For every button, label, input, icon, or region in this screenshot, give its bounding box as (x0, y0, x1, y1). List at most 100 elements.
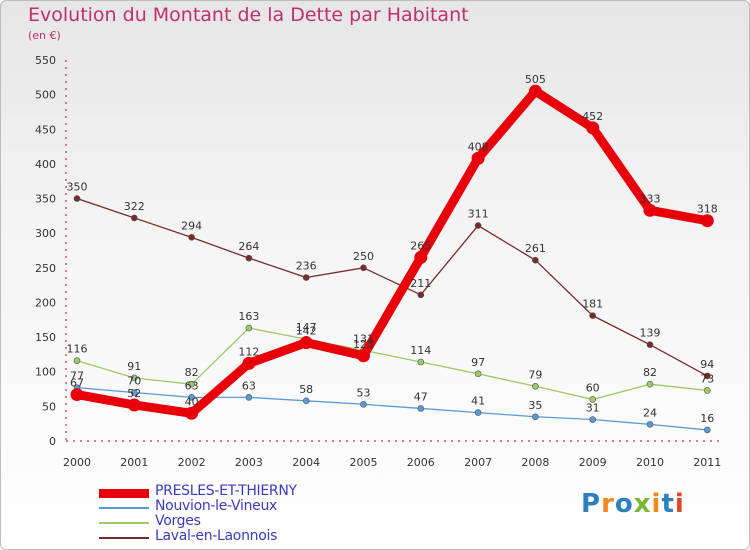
y-tick-label: 150 (35, 331, 56, 344)
data-label: 311 (468, 208, 489, 221)
data-point (586, 121, 600, 135)
x-tick-label: 2007 (464, 456, 492, 469)
data-point (532, 382, 539, 390)
y-tick-label: 350 (35, 193, 56, 206)
y-tick-label: 500 (35, 89, 56, 102)
data-point (417, 291, 425, 299)
data-point (360, 264, 367, 272)
data-point (127, 398, 141, 412)
data-label: 211 (410, 277, 431, 290)
data-point (360, 400, 367, 408)
data-point (131, 374, 138, 382)
data-label: 77 (70, 370, 84, 383)
series-line (76, 86, 709, 418)
data-point (589, 416, 597, 423)
x-tick-label: 2008 (521, 456, 549, 469)
logo-letter: x (633, 489, 652, 519)
series-line (76, 197, 708, 377)
data-point (646, 341, 654, 349)
data-point (589, 396, 597, 403)
y-tick-label: 550 (35, 54, 56, 67)
y-tick-label: 400 (35, 158, 56, 171)
data-label: 41 (471, 395, 485, 408)
data-point (471, 151, 485, 165)
chart-subtitle: (en €) (28, 29, 61, 42)
data-point (299, 336, 313, 350)
logo-letter: o (614, 489, 634, 519)
data-label: 131 (353, 332, 374, 345)
data-point (532, 256, 539, 264)
logo-letter: P (581, 489, 602, 519)
data-label: 147 (296, 321, 317, 334)
data-label: 123 (353, 338, 374, 351)
data-point (131, 214, 138, 222)
data-point (417, 405, 425, 412)
legend-swatch (99, 537, 149, 539)
data-point (188, 234, 195, 241)
x-tick-label: 2004 (292, 456, 320, 469)
data-label: 265 (410, 239, 431, 252)
data-label: 16 (700, 412, 714, 425)
data-label: 181 (582, 298, 603, 311)
x-tick-label: 2009 (579, 456, 607, 469)
y-tick-label: 450 (35, 123, 56, 136)
data-label: 264 (238, 240, 259, 253)
data-label: 250 (353, 250, 374, 263)
data-point (73, 195, 81, 202)
proxiti-logo: Proxiti (581, 489, 685, 519)
data-label: 236 (296, 260, 317, 273)
data-label: 70 (127, 375, 141, 388)
data-point (417, 358, 425, 366)
data-label: 142 (296, 325, 317, 338)
data-point (646, 380, 654, 388)
data-point (474, 222, 482, 229)
legend-label: Nouvion-le-Vineux (155, 498, 278, 514)
data-label: 114 (410, 344, 431, 357)
data-label: 73 (700, 372, 714, 385)
x-tick-label: 2000 (63, 456, 91, 469)
data-label: 505 (525, 73, 546, 86)
logo-letter: i (651, 489, 662, 519)
data-label: 52 (127, 387, 141, 400)
data-label: 24 (643, 406, 657, 419)
data-point (188, 394, 195, 401)
data-point (528, 84, 542, 98)
data-label: 261 (525, 242, 546, 255)
data-point (70, 388, 84, 402)
x-tick-label: 2005 (350, 456, 378, 469)
data-label: 318 (697, 203, 718, 216)
data-label: 408 (468, 140, 489, 153)
y-tick-label: 200 (35, 296, 56, 309)
legend-label: PRESLES-ET-THIERNY (155, 483, 297, 499)
legend-label: Vorges (155, 513, 201, 529)
legend-swatch (99, 507, 149, 509)
data-point (703, 372, 711, 380)
data-label: 97 (471, 356, 485, 369)
data-label: 40 (185, 395, 199, 408)
data-point (73, 357, 81, 364)
data-label: 163 (238, 310, 259, 323)
data-point (185, 406, 199, 420)
chart-title: Evolution du Montant de la Dette par Hab… (28, 4, 469, 26)
data-label: 294 (181, 219, 202, 232)
x-tick-label: 2010 (636, 456, 664, 469)
x-tick-label: 2003 (235, 456, 263, 469)
data-label: 322 (124, 200, 145, 213)
data-label: 58 (299, 383, 313, 396)
series-line (76, 387, 708, 431)
x-tick-label: 2001 (120, 456, 148, 469)
data-label: 350 (67, 181, 88, 194)
data-point (131, 389, 138, 396)
data-label: 91 (127, 360, 141, 373)
data-label: 63 (185, 379, 199, 392)
logo-letter: r (601, 489, 615, 519)
data-label: 67 (70, 377, 84, 390)
data-point (245, 254, 253, 262)
data-label: 94 (700, 358, 714, 371)
data-point (302, 397, 310, 405)
y-tick-label: 250 (35, 262, 56, 275)
data-point (646, 421, 654, 428)
series-line (76, 327, 708, 401)
